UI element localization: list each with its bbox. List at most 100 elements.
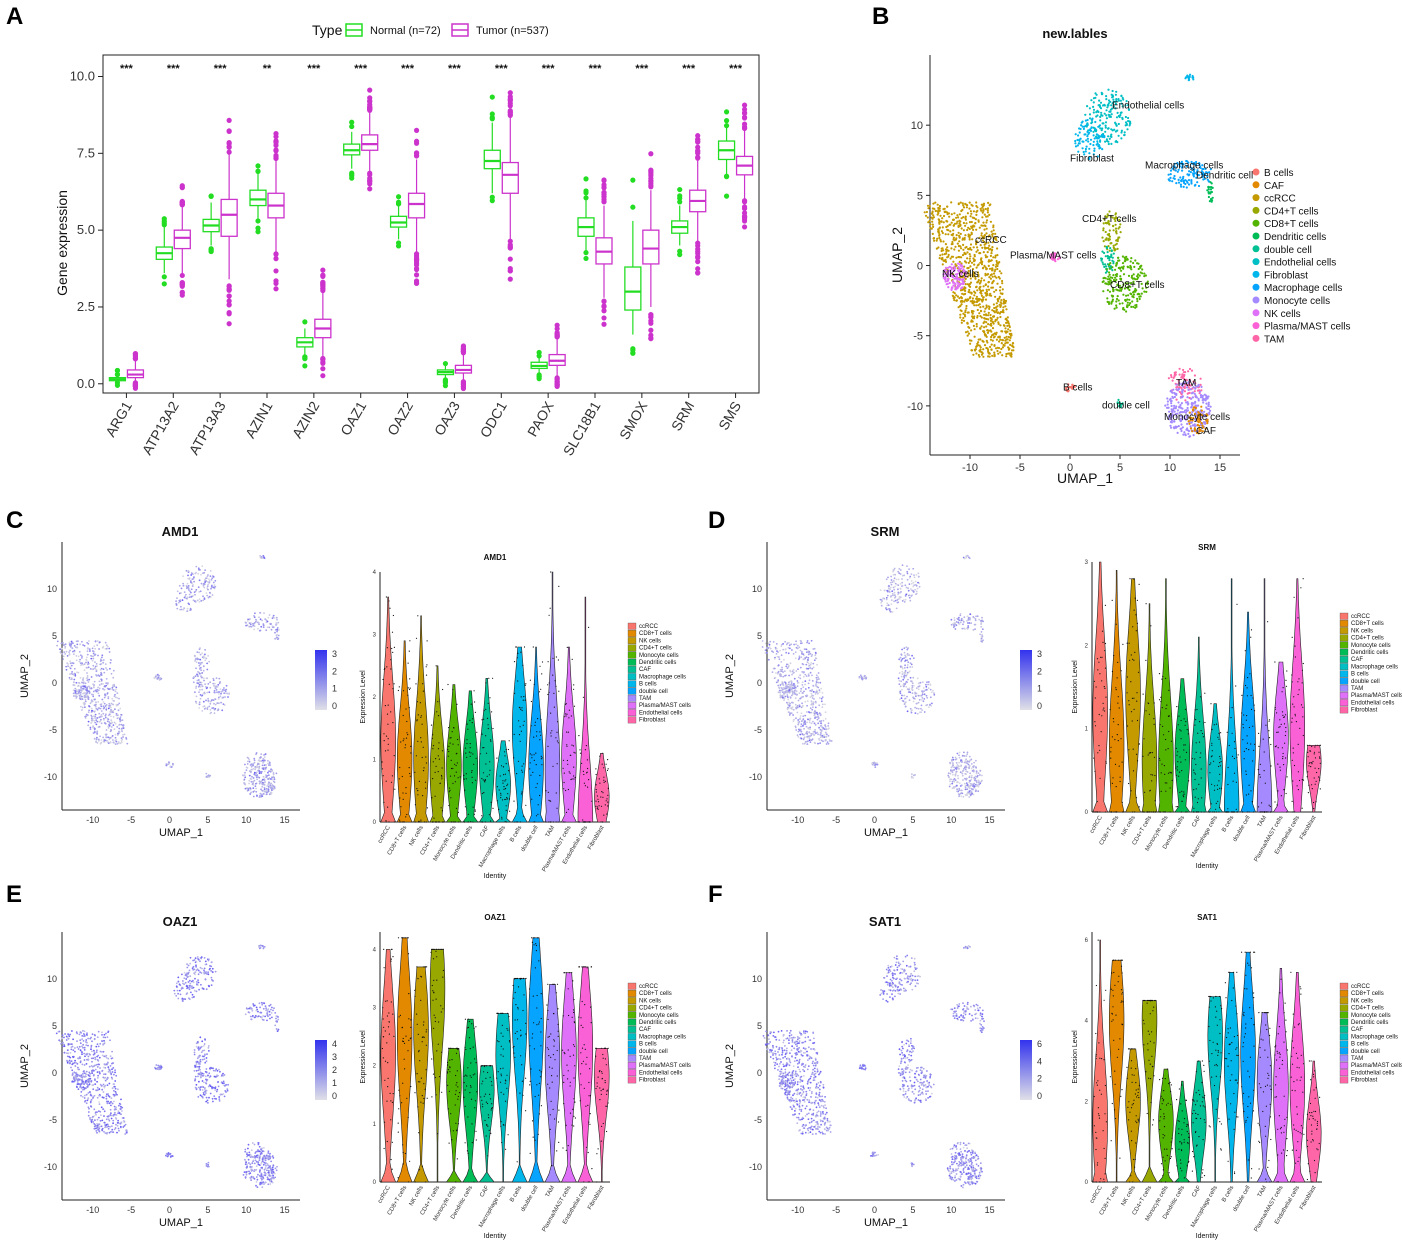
violin-jitter-point: [386, 647, 388, 649]
feature-point: [264, 618, 267, 620]
umap-point: [1129, 292, 1132, 295]
umap-point: [958, 263, 962, 266]
violin-jitter-point: [508, 740, 510, 742]
umap-point: [974, 348, 978, 351]
feature-point: [109, 704, 112, 707]
umap-point: [960, 287, 963, 290]
umap-point: [1099, 139, 1102, 142]
umap-point: [1181, 395, 1184, 398]
feature-point: [268, 626, 271, 629]
umap-point: [1193, 392, 1196, 395]
umap-point: [936, 237, 939, 240]
feature-point: [223, 692, 226, 694]
tumor-box-AZIN1: [267, 130, 285, 292]
tumor-box-ARG1: [126, 350, 145, 391]
umap-point: [964, 283, 967, 286]
feature-point: [81, 657, 83, 659]
umap-point: [1005, 308, 1008, 311]
outlier-point: [507, 265, 513, 272]
feature-point: [86, 653, 89, 656]
feature-point: [119, 716, 122, 718]
legend-swatch: [1252, 270, 1260, 278]
feature-point: [125, 738, 128, 740]
violin-jitter-point: [513, 800, 515, 802]
violin-jitter-point: [458, 821, 460, 823]
violin-jitter-point: [437, 715, 440, 717]
feature-point: [105, 678, 108, 680]
umap-point: [973, 274, 976, 277]
feature-point: [99, 720, 102, 723]
violin-jitter-point: [565, 703, 567, 705]
umap-point: [1178, 165, 1181, 168]
feature-point: [208, 595, 211, 598]
umap-point: [973, 290, 976, 293]
feature-point: [88, 705, 90, 707]
feature-point: [105, 733, 108, 736]
feature-point: [110, 721, 113, 724]
feature-point: [98, 641, 101, 644]
umap-point: [957, 255, 960, 259]
violin-jitter-point: [521, 709, 523, 712]
feature-point: [100, 739, 103, 741]
normal-box-OAZ1: [343, 119, 361, 181]
outlier-point: [695, 266, 701, 272]
feature-point: [88, 692, 91, 694]
umap-point: [1122, 306, 1125, 310]
violin-jitter-point: [501, 818, 503, 820]
umap-point: [975, 204, 978, 208]
umap-point: [1112, 274, 1115, 277]
umap-point: [1090, 122, 1093, 125]
umap-point: [1009, 336, 1012, 339]
feature-point: [77, 655, 80, 658]
feature-point: [94, 721, 97, 724]
umap-point: [1199, 377, 1202, 380]
feature-point: [88, 640, 90, 642]
umap-point: [999, 310, 1003, 314]
feature-point: [194, 691, 196, 694]
feature-point: [272, 616, 274, 619]
feature-point: [113, 728, 116, 730]
umap-point: [991, 282, 994, 285]
feature-point: [261, 619, 263, 622]
umap-point: [983, 310, 986, 313]
feature-point: [252, 763, 254, 766]
umap-point: [1177, 181, 1181, 184]
umap-point: [1192, 434, 1195, 437]
umap-point: [1127, 108, 1131, 111]
umap-point: [948, 215, 951, 218]
umap-point: [983, 246, 987, 249]
umap-point: [1107, 142, 1110, 146]
umap-point: [982, 208, 985, 211]
feature-point: [92, 655, 94, 658]
umap-point: [988, 213, 991, 216]
violin-jitter-point: [474, 810, 476, 812]
feature-point: [209, 575, 212, 578]
outlier-point: [367, 172, 373, 178]
violin-jitter-point: [409, 775, 411, 777]
box-body: [624, 266, 642, 311]
umap-point: [931, 210, 934, 213]
umap-point: [986, 215, 989, 218]
umap-point: [1169, 400, 1173, 403]
umap-point: [947, 253, 950, 256]
umap-point: [1175, 182, 1178, 185]
feature-point: [79, 677, 82, 679]
outlier-point: [601, 308, 607, 314]
umap-point: [989, 322, 993, 325]
outlier-point: [741, 204, 748, 210]
umap-point: [1104, 126, 1107, 129]
feature-point: [210, 578, 213, 581]
feature-point: [86, 714, 88, 717]
umap-point: [998, 336, 1001, 339]
outlier-point: [349, 170, 355, 176]
feature-point: [100, 674, 103, 676]
feature-point: [82, 679, 84, 681]
feature-point: [73, 667, 76, 670]
plot-frame: [102, 54, 760, 394]
umap-point: [1179, 176, 1182, 179]
feature-title: AMD1: [162, 524, 199, 539]
feature-point: [186, 585, 188, 588]
umap-point: [1088, 157, 1091, 161]
umap-point: [963, 272, 966, 275]
umap-point: [949, 266, 952, 269]
